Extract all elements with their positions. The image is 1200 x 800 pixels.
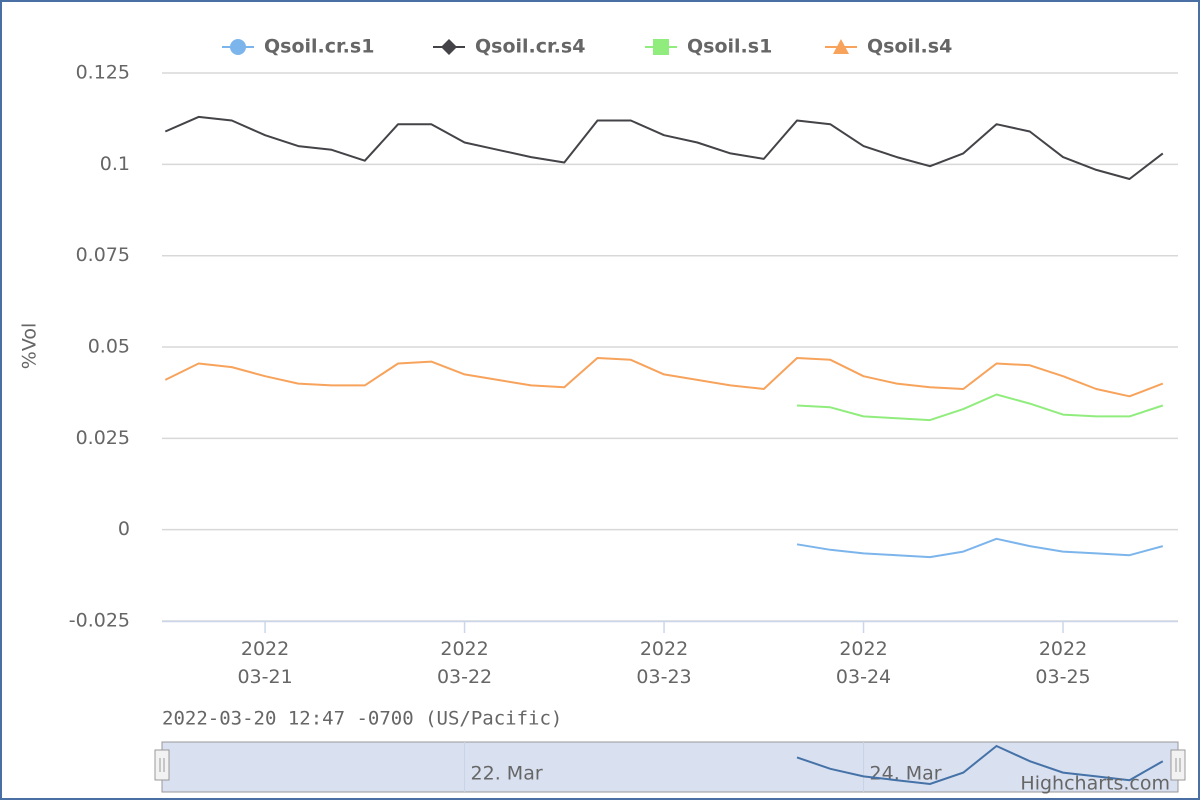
navigator-band: [161, 741, 1179, 793]
y-tick-label: 0: [118, 518, 130, 540]
y-tick-label: 0.1: [100, 153, 130, 175]
subtitle: 2022-03-20 12:47 -0700 (US/Pacific): [162, 708, 562, 730]
legend-marker: [653, 39, 669, 55]
legend-marker: [230, 39, 246, 55]
y-tick-label: 0.125: [76, 62, 130, 84]
legend-label: Qsoil.s1: [687, 36, 772, 58]
x-tick-label: 2022 03-21: [237, 638, 293, 688]
legend-label: Qsoil.cr.s1: [264, 36, 374, 58]
series-line: [164, 357, 1164, 398]
series-line: [796, 393, 1164, 422]
navigator-line: [796, 744, 1164, 786]
y-tick-label: 0.025: [76, 427, 130, 449]
x-tick-label: 2022 03-24: [835, 638, 892, 688]
y-tick-label: -0.025: [69, 610, 130, 632]
series-line: [796, 537, 1164, 559]
x-tick-label: 2022 03-25: [1035, 638, 1091, 688]
y-tick-label: 0.05: [88, 336, 130, 358]
legend-label: Qsoil.s4: [867, 36, 952, 58]
legend-marker: [441, 39, 457, 55]
navigator-handle: [154, 749, 170, 781]
y-axis-title: %Vol: [19, 323, 41, 369]
x-tick-label: 2022 03-22: [436, 638, 493, 688]
legend-label: Qsoil.cr.s4: [475, 36, 585, 58]
navigator-label: 22. Mar: [471, 763, 543, 785]
navigator-handle: [1170, 749, 1186, 781]
x-tick-label: 2022 03-23: [636, 638, 692, 688]
credits: Highcharts.com: [1020, 773, 1170, 795]
series-line: [164, 115, 1164, 180]
y-tick-label: 0.075: [76, 244, 130, 266]
legend-marker: [833, 39, 849, 54]
